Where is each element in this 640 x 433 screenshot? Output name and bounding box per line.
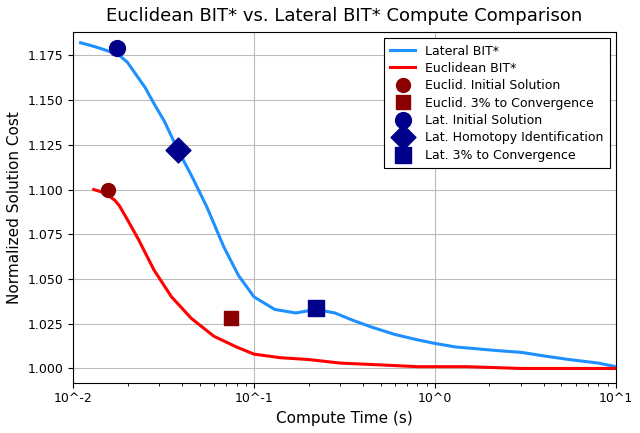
- Lateral BIT*: [220, 244, 228, 249]
- Lateral BIT*: [312, 307, 320, 312]
- Title: Euclidean BIT* vs. Lateral BIT* Compute Comparison: Euclidean BIT* vs. Lateral BIT* Compute …: [106, 7, 582, 25]
- Euclid. 3% to Convergence: [227, 315, 237, 322]
- Lateral BIT*: [77, 40, 84, 45]
- Lateral BIT*: [452, 344, 460, 349]
- Euclidean BIT*: [124, 217, 131, 223]
- Euclidean BIT*: [188, 316, 195, 321]
- Lat. 3% to Convergence: [311, 304, 321, 311]
- Lateral BIT*: [473, 346, 481, 351]
- Lateral BIT*: [250, 294, 258, 300]
- Lateral BIT*: [369, 325, 376, 330]
- Legend: Lateral BIT*, Euclidean BIT*, Euclid. Initial Solution, Euclid. 3% to Convergenc: Lateral BIT*, Euclidean BIT*, Euclid. In…: [384, 38, 610, 168]
- Lateral BIT*: [595, 361, 602, 366]
- Lateral BIT*: [161, 119, 168, 124]
- Line: Euclidean BIT*: Euclidean BIT*: [93, 190, 616, 368]
- Lateral BIT*: [565, 357, 573, 362]
- Lateral BIT*: [174, 148, 182, 153]
- Euclidean BIT*: [413, 364, 421, 369]
- Euclidean BIT*: [337, 361, 344, 366]
- Lateral BIT*: [292, 310, 300, 316]
- Lateral BIT*: [90, 44, 97, 49]
- Lateral BIT*: [349, 317, 356, 323]
- Euclidean BIT*: [210, 334, 218, 339]
- Euclidean BIT*: [90, 187, 97, 192]
- Lateral BIT*: [413, 337, 421, 343]
- Lateral BIT*: [150, 101, 158, 106]
- Euclidean BIT*: [115, 203, 123, 208]
- Euclidean BIT*: [233, 344, 241, 349]
- Lateral BIT*: [540, 353, 548, 359]
- Lateral BIT*: [101, 47, 109, 52]
- Lateral BIT*: [391, 332, 399, 337]
- Lateral BIT*: [612, 364, 620, 369]
- Euclidean BIT*: [377, 362, 385, 368]
- Lateral BIT*: [96, 45, 104, 51]
- Line: Lateral BIT*: Lateral BIT*: [81, 43, 616, 367]
- Lateral BIT*: [235, 273, 243, 278]
- Euclidean BIT*: [305, 357, 312, 362]
- Lateral BIT*: [115, 53, 123, 58]
- Lateral BIT*: [111, 51, 118, 56]
- Euclidean BIT*: [168, 294, 175, 300]
- Lateral BIT*: [204, 205, 211, 210]
- Euclidean BIT*: [612, 366, 620, 371]
- Euclidean BIT*: [111, 197, 118, 203]
- Euclidean BIT*: [276, 355, 284, 360]
- X-axis label: Compute Time (s): Compute Time (s): [276, 411, 413, 426]
- Euclidean BIT*: [150, 268, 158, 273]
- Euclidean BIT*: [134, 237, 142, 242]
- Y-axis label: Normalized Solution Cost: Normalized Solution Cost: [7, 111, 22, 304]
- Euclid. Initial Solution: [102, 186, 113, 193]
- Lateral BIT*: [271, 307, 278, 312]
- Lateral BIT*: [518, 350, 525, 355]
- Euclidean BIT*: [518, 366, 525, 371]
- Lateral BIT*: [141, 85, 149, 90]
- Euclidean BIT*: [572, 366, 580, 371]
- Lat. Homotopy Identification: [173, 147, 183, 154]
- Lateral BIT*: [131, 71, 139, 76]
- Lateral BIT*: [106, 49, 114, 54]
- Euclidean BIT*: [463, 364, 470, 369]
- Lateral BIT*: [84, 42, 92, 47]
- Euclidean BIT*: [101, 191, 109, 196]
- Lateral BIT*: [188, 173, 195, 178]
- Lateral BIT*: [331, 310, 339, 316]
- Lateral BIT*: [124, 60, 131, 65]
- Euclidean BIT*: [106, 194, 114, 199]
- Lateral BIT*: [120, 56, 127, 61]
- Lat. Initial Solution: [112, 45, 122, 52]
- Euclidean BIT*: [250, 352, 258, 357]
- Euclidean BIT*: [96, 189, 104, 194]
- Lateral BIT*: [431, 341, 439, 346]
- Lateral BIT*: [493, 348, 500, 353]
